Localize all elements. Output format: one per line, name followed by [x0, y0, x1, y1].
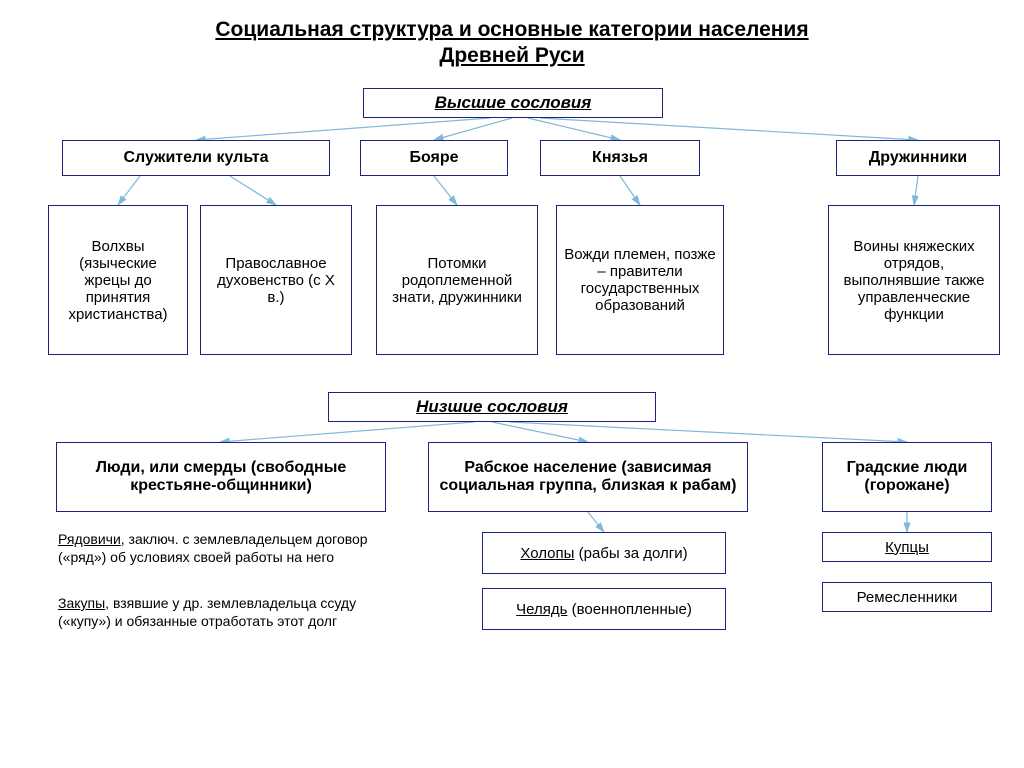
sub-kuptsy-label: Купцы	[885, 539, 929, 556]
sub-chelyad: Челядь (военнопленные)	[482, 588, 726, 630]
desc-volkhvy: Волхвы (языческие жрецы до принятия хрис…	[48, 205, 188, 355]
section-top-label: Высшие сословия	[435, 93, 592, 113]
section-bottom: Низшие сословия	[328, 392, 656, 422]
cat-knyazya: Князья	[540, 140, 700, 176]
sub-kholopy-u: Холопы	[520, 545, 574, 562]
cat-boyare: Бояре	[360, 140, 508, 176]
section-top: Высшие сословия	[363, 88, 663, 118]
sub-kholopy: Холопы (рабы за долги)	[482, 532, 726, 574]
bcat-gradskie: Градские люди (горожане)	[822, 442, 992, 512]
desc-dukhov: Православное духовенство (с X в.)	[200, 205, 352, 355]
sub-ryadovichi-u: Рядовичи	[58, 531, 121, 547]
sub-kuptsy: Купцы	[822, 532, 992, 562]
desc-knyazya: Вожди племен, позже – правители государс…	[556, 205, 724, 355]
sub-zakupy: Закупы, взявшие у др. землевладельца ссу…	[58, 594, 390, 630]
sub-zakupy-u: Закупы	[58, 595, 105, 611]
cat-sluzhiteli: Служители культа	[62, 140, 330, 176]
section-bottom-label: Низшие сословия	[416, 397, 568, 417]
desc-boyare: Потомки родоплеменной знати, дружинники	[376, 205, 538, 355]
bcat-smerdy: Люди, или смерды (свободные крестьяне-об…	[56, 442, 386, 512]
sub-remesl: Ремесленники	[822, 582, 992, 612]
cat-druzhinniki: Дружинники	[836, 140, 1000, 176]
sub-chelyad-u: Челядь	[516, 601, 567, 618]
sub-ryadovichi: Рядовичи, заключ. с землевладельцем дого…	[58, 530, 390, 566]
desc-druzhinniki: Воины княжеских отрядов, выполнявшие так…	[828, 205, 1000, 355]
sub-chelyad-r: (военнопленные)	[567, 601, 691, 618]
bcat-raby: Рабское население (зависимая социальная …	[428, 442, 748, 512]
sub-kholopy-r: (рабы за долги)	[574, 545, 687, 562]
page-title-line1: Социальная структура и основные категори…	[0, 18, 1024, 42]
page-title-line2: Древней Руси	[0, 44, 1024, 68]
